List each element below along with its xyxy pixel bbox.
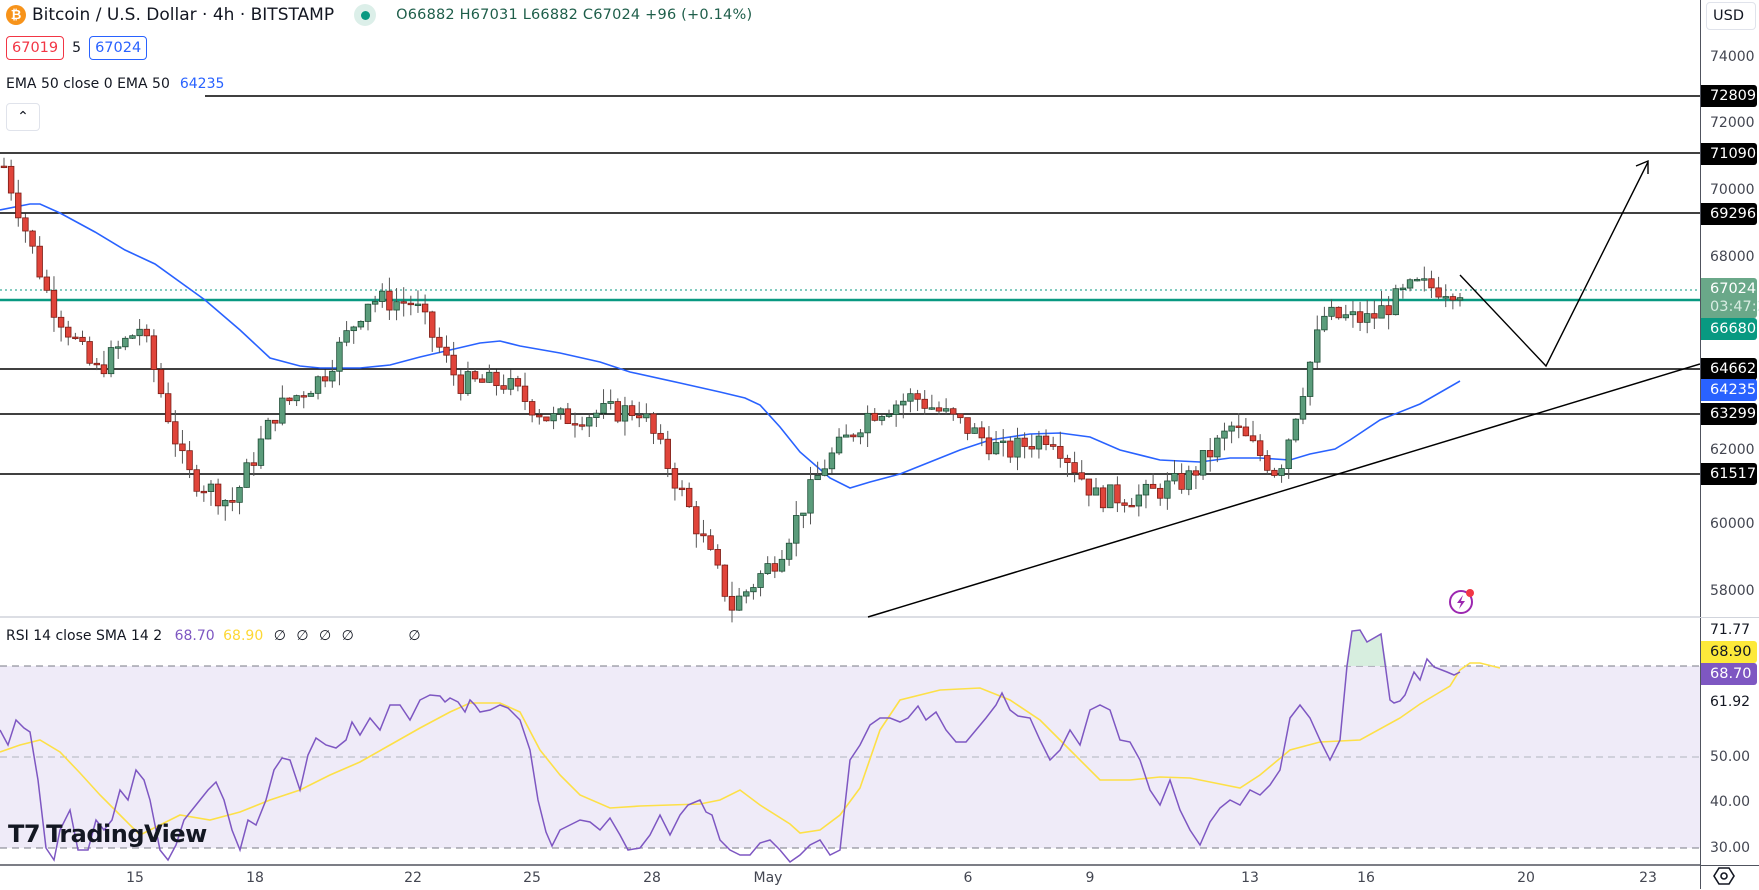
spread-value: 5	[72, 40, 82, 56]
buy-button[interactable]: 67024	[89, 36, 148, 60]
symbol-legend[interactable]: ₿ Bitcoin / U.S. Dollar · 4h · BITSTAMP …	[6, 4, 752, 26]
time-tick: 20	[1517, 870, 1535, 886]
level-tag-61517[interactable]: 61517	[1701, 463, 1757, 485]
rsi-legend[interactable]: RSI 14 close SMA 14 2 68.70 68.90 ∅ ∅ ∅ …	[6, 628, 421, 644]
currency-button[interactable]: USD	[1706, 2, 1756, 30]
price-tick: 60000	[1710, 516, 1755, 532]
time-tick: 23	[1639, 870, 1657, 886]
ohlc-values: O66882 H67031 L66882 C67024 +96 (+0.14%)	[396, 7, 753, 23]
rsi-sma-legend-value: 68.90	[223, 628, 264, 644]
ema-legend-value: 64235	[179, 76, 225, 92]
rsi-empty-value: ∅	[408, 628, 421, 644]
projection-arrow[interactable]	[1459, 159, 1649, 368]
price-tick: 58000	[1710, 583, 1755, 599]
last-price: 67024	[1710, 281, 1757, 297]
rsi-legend-label: RSI 14 close SMA 14 2	[6, 628, 163, 644]
rsi-empty-value: ∅	[296, 628, 309, 644]
bar-countdown: 03:47:2	[1710, 299, 1759, 315]
rsi-tag[interactable]: 68.70	[1701, 663, 1757, 685]
rsi-tick: 50.00	[1710, 749, 1751, 765]
last-price-tag[interactable]: 67024 03:47:2	[1701, 278, 1759, 318]
candlestick-series[interactable]	[0, 157, 1464, 623]
trendline[interactable]	[867, 363, 1700, 618]
live-dot-icon	[354, 4, 377, 26]
rsi-empty-value: ∅	[273, 628, 286, 644]
level-tag-71090[interactable]: 71090	[1701, 143, 1757, 165]
rsi-overbought-fill	[1347, 630, 1387, 666]
ema-legend[interactable]: EMA 50 close 0 EMA 50 64235	[6, 76, 224, 92]
time-tick: 25	[523, 870, 541, 886]
level-tag-72809[interactable]: 72809	[1701, 85, 1757, 107]
price-tick: 72000	[1710, 115, 1755, 131]
time-tick: 15	[126, 870, 144, 886]
time-tick: 28	[643, 870, 661, 886]
ema-50-line[interactable]	[0, 203, 1461, 489]
tradingview-logo-icon: T7	[8, 820, 41, 848]
tradingview-logo[interactable]: T7 TradingView	[8, 820, 207, 848]
rsi-tick: 30.00	[1710, 840, 1751, 856]
price-tick: 68000	[1710, 249, 1755, 265]
ema-legend-label: EMA 50 close 0 EMA 50	[6, 76, 170, 92]
sell-button[interactable]: 67019	[6, 36, 65, 60]
time-tick: 9	[1085, 870, 1095, 886]
gear-icon[interactable]	[1713, 866, 1735, 890]
rsi-sma-line[interactable]	[0, 662, 1501, 836]
axis-bottom-border	[1700, 865, 1759, 866]
lightning-alert-icon[interactable]	[1447, 586, 1477, 620]
bitcoin-icon: ₿	[6, 5, 26, 25]
ema-tag[interactable]: 64235	[1701, 379, 1757, 401]
level-tag-66680[interactable]: 66680	[1701, 318, 1757, 340]
level-tag-69296[interactable]: 69296	[1701, 203, 1757, 225]
rsi-line[interactable]	[0, 629, 1461, 864]
chart-canvas[interactable]	[0, 0, 1700, 889]
rsi-empty-value: ∅	[341, 628, 354, 644]
symbol-title[interactable]: Bitcoin / U.S. Dollar · 4h · BITSTAMP	[32, 5, 335, 25]
price-tick: 74000	[1710, 49, 1755, 65]
level-tag-63299[interactable]: 63299	[1701, 403, 1757, 425]
trade-buttons: 67019 5 67024	[6, 36, 148, 60]
axis-pane-separator	[1700, 617, 1759, 618]
rsi-min-label: 61.92	[1710, 694, 1751, 710]
tradingview-logo-text: TradingView	[46, 820, 207, 848]
rsi-max-label: 71.77	[1710, 622, 1751, 638]
chevron-up-icon: ⌃	[17, 109, 29, 125]
rsi-tick: 40.00	[1710, 794, 1751, 810]
time-tick: 22	[404, 870, 422, 886]
rsi-empty-value: ∅	[319, 628, 332, 644]
time-tick: 16	[1357, 870, 1375, 886]
rsi-legend-value: 68.70	[174, 628, 215, 644]
time-tick: 18	[246, 870, 264, 886]
price-tick: 70000	[1710, 182, 1755, 198]
collapse-legend-button[interactable]: ⌃	[6, 103, 40, 131]
time-tick: 6	[963, 870, 973, 886]
price-tick: 62000	[1710, 442, 1755, 458]
time-tick: May	[753, 870, 783, 886]
horizontal-levels[interactable]	[0, 95, 1700, 475]
level-tag-64662[interactable]: 64662	[1701, 358, 1757, 380]
time-tick: 13	[1241, 870, 1259, 886]
rsi-sma-tag[interactable]: 68.90	[1701, 641, 1757, 663]
